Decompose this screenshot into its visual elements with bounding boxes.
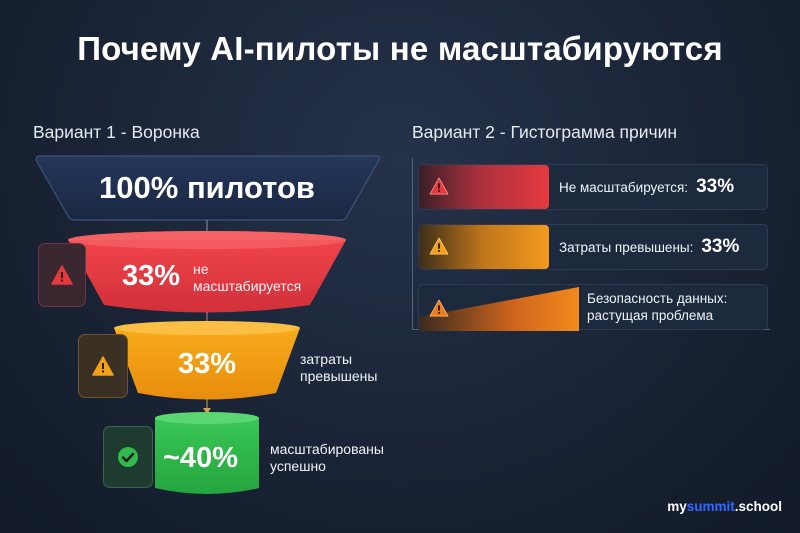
warning-icon — [429, 299, 449, 317]
histogram-row-label: Затраты превышены: 33% — [559, 236, 740, 257]
warning-icon — [429, 177, 449, 195]
page-title: Почему AI-пилоты не масштабируются — [77, 30, 723, 67]
histogram-section-title: Вариант 2 - Гистограмма причин — [412, 122, 678, 142]
histogram-row-cost: Затраты превышены: 33% — [418, 224, 768, 270]
histogram-row-security: Безопасность данных: растущая проблема — [418, 284, 768, 331]
warning-icon — [92, 356, 114, 376]
warning-icon — [429, 237, 449, 255]
funnel-stage-scaled-value: ~40% — [163, 442, 238, 474]
brand-logo: mysummit.school — [667, 499, 782, 514]
histogram-row-value: 33% — [701, 236, 740, 257]
funnel-stage-all-value: 100% пилотов — [99, 170, 315, 205]
histogram-row-label: Безопасность данных: растущая проблема — [587, 291, 728, 323]
funnel-stage-not-scaling-note: не масштабируется — [193, 261, 302, 294]
histogram-bar-security — [419, 287, 579, 331]
arrow-down-icon — [203, 408, 211, 414]
histogram-row-value: 33% — [696, 176, 735, 197]
warning-icon — [51, 265, 73, 285]
histogram-row-label: Не масштабируется: 33% — [559, 176, 735, 197]
funnel-stage-not-scaling-value: 33% — [122, 260, 181, 292]
funnel-stage-all-pilots — [35, 155, 381, 221]
scaled-icon-box — [103, 426, 153, 488]
funnel-stage-scaled — [155, 418, 259, 494]
funnel-stage-amber-top — [114, 321, 300, 335]
not-scaling-icon-box — [38, 243, 86, 307]
funnel-stage-scaled-note: масштабированы успешно — [270, 441, 384, 474]
funnel-section-title: Вариант 1 - Воронка — [33, 122, 200, 142]
check-circle-icon — [118, 447, 138, 467]
funnel-stage-cost-note: затраты превышены — [300, 351, 378, 384]
histogram-row-not-scaling: Не масштабируется: 33% — [418, 164, 768, 210]
cost-icon-box — [78, 334, 128, 398]
funnel-stage-not-scaling — [68, 240, 346, 313]
funnel-stage-cost-exceeded — [114, 328, 300, 400]
funnel-stage-green-top — [155, 412, 259, 424]
funnel-stage-cost-value: 33% — [178, 348, 237, 380]
